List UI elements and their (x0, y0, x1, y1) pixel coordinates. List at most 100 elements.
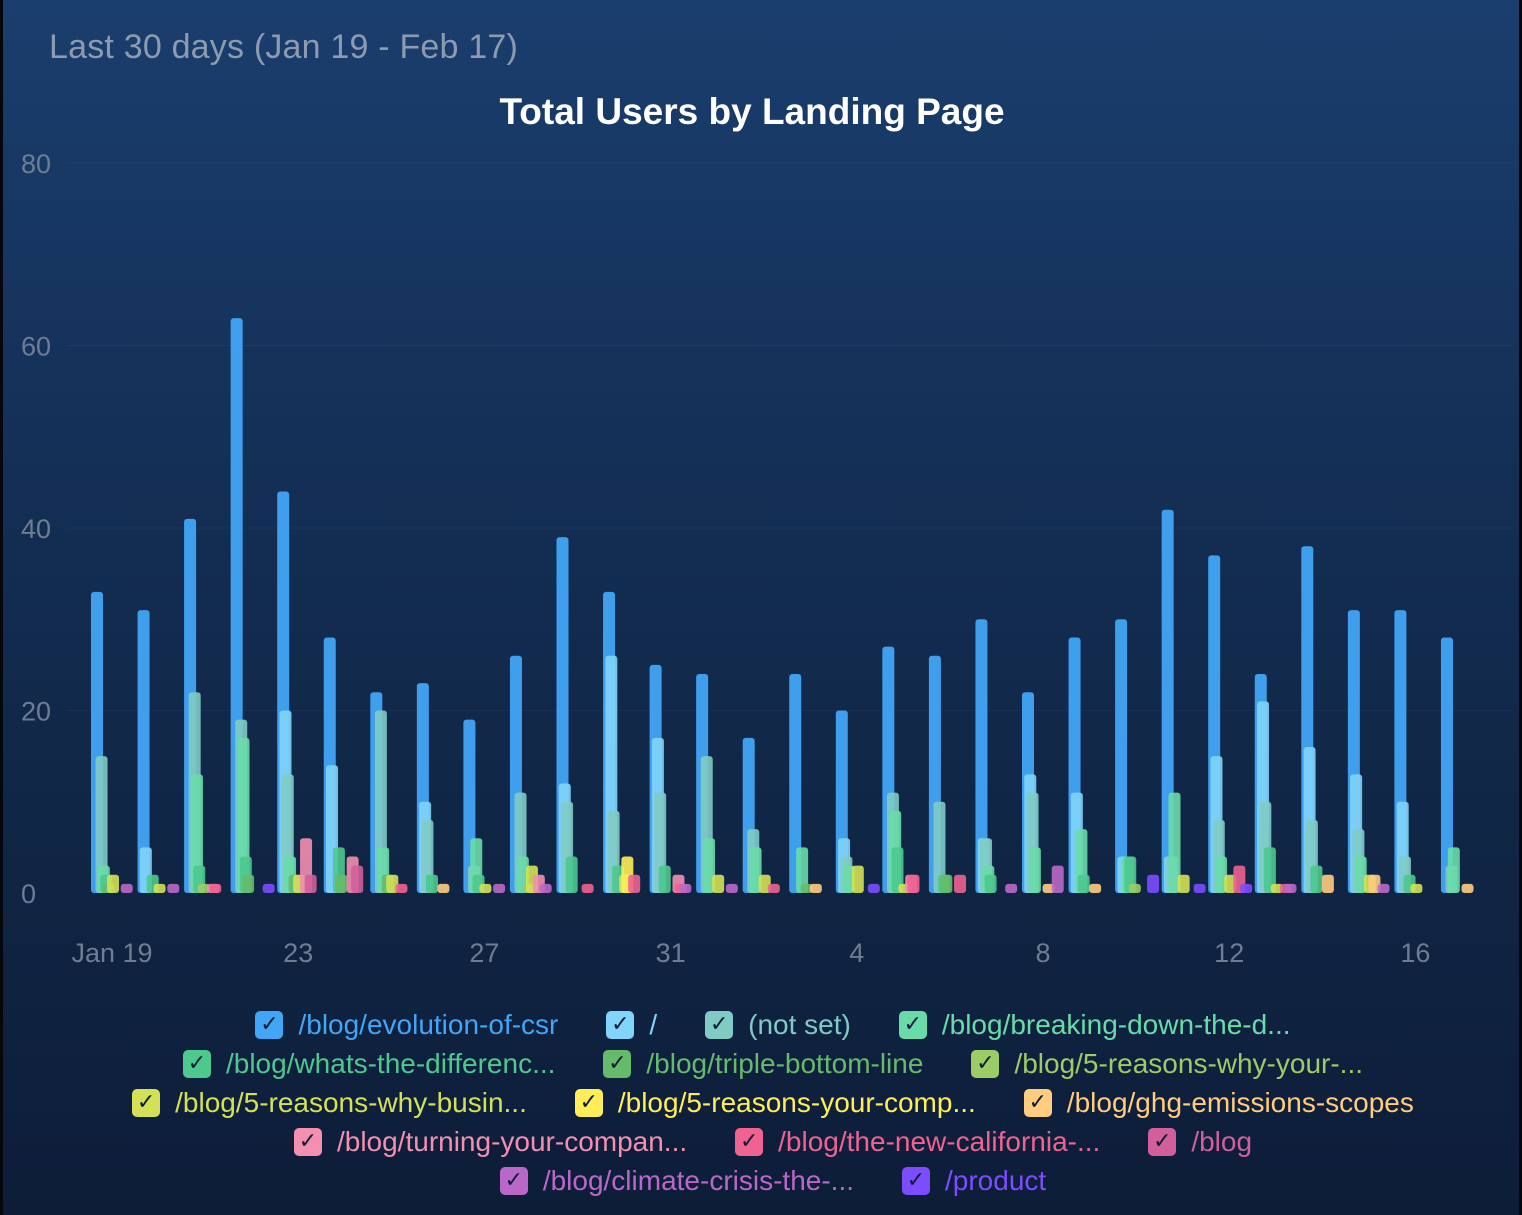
bar-12-jan-21 (209, 883, 222, 893)
legend-item[interactable]: ✓ /blog/breaking-down-the-d... (898, 1006, 1291, 1043)
bar-10-feb-9 (1089, 883, 1102, 893)
legend-label: / (649, 1008, 658, 1040)
legend-checkbox-icon[interactable]: ✓ (603, 1049, 632, 1078)
bar-chart: Total Users by Landing Page 0 20 40 60 80 Jan … (21, 91, 1513, 968)
bar-8-feb-13 (1270, 883, 1283, 893)
legend-checkbox-icon[interactable]: ✓ (898, 1010, 927, 1039)
bar-10-feb-17 (1461, 883, 1474, 893)
legend-checkbox-icon[interactable]: ✓ (182, 1049, 211, 1078)
legend-label: /blog/breaking-down-the-d... (941, 1008, 1291, 1040)
bar-5-jan-29 (565, 856, 578, 893)
legend-label: /blog/climate-crisis-the-... (542, 1164, 854, 1196)
bar-10-feb-8 (1042, 883, 1055, 893)
legend-checkbox-icon[interactable]: ✓ (499, 1166, 528, 1195)
bar-1-jan-20 (137, 610, 150, 893)
bar-1-feb-7 (975, 619, 988, 893)
x-tick-label: 8 (1035, 938, 1050, 968)
bar-15-feb-12 (1240, 883, 1253, 893)
bar-6-feb-3 (800, 883, 813, 893)
bar-8-jan-20 (153, 883, 166, 893)
x-tick-label: 16 (1400, 938, 1430, 968)
legend-checkbox-icon[interactable]: ✓ (606, 1010, 635, 1039)
legend-item[interactable]: ✓ /blog/5-reasons-your-comp... (574, 1084, 976, 1121)
bar-4-jan-28 (516, 856, 529, 893)
bar-8-jan-19 (107, 874, 119, 893)
legend-checkbox-icon[interactable]: ✓ (132, 1088, 161, 1117)
legend-label: /blog/ghg-emissions-scopes (1066, 1086, 1414, 1118)
bar-6-jan-24 (335, 874, 348, 893)
legend-item[interactable]: ✓ /blog/turning-your-compan... (293, 1123, 688, 1160)
bar-15-jan-22 (262, 883, 275, 893)
legend-checkbox-icon[interactable]: ✓ (735, 1127, 764, 1156)
legend-item[interactable]: ✓ /blog/the-new-california-... (735, 1123, 1100, 1160)
bar-5-feb-5 (891, 847, 904, 893)
bar-4-feb-1 (703, 838, 716, 893)
y-tick-label: 60 (21, 332, 51, 362)
bar-8-jan-27 (479, 883, 492, 893)
legend-checkbox-icon[interactable]: ✓ (971, 1049, 1000, 1078)
legend-item[interactable]: ✓ / (606, 1006, 657, 1043)
legend-label: /blog (1191, 1125, 1253, 1157)
legend-checkbox-icon[interactable]: ✓ (705, 1010, 734, 1039)
bar-8-feb-11 (1177, 874, 1190, 893)
legend-checkbox-icon[interactable]: ✓ (255, 1010, 284, 1039)
bar-4-feb-11 (1168, 792, 1181, 893)
bar-14-feb-7 (1005, 883, 1018, 893)
legend-checkbox-icon[interactable]: ✓ (902, 1166, 930, 1195)
legend-item[interactable]: ✓ /blog/triple-bottom-line (603, 1045, 923, 1082)
bar-10-feb-3 (809, 883, 822, 893)
legend-item[interactable]: ✓ /blog/whats-the-differenc... (182, 1045, 555, 1082)
x-tick-label: 23 (283, 938, 313, 968)
bar-5-feb-14 (1310, 865, 1323, 893)
bar-13-jan-24 (351, 865, 364, 893)
y-tick-label: 0 (21, 879, 36, 909)
bar-12-feb-6 (954, 874, 967, 893)
bar-5-jan-26 (425, 874, 438, 893)
bar-15-feb-10 (1147, 874, 1160, 893)
legend-item[interactable]: ✓ /blog/evolution-of-csr (255, 1006, 558, 1043)
bar-4-jan-21 (190, 774, 203, 893)
legend-checkbox-icon[interactable]: ✓ (1148, 1127, 1177, 1156)
bar-4-feb-2 (749, 847, 762, 893)
bar-8-feb-12 (1224, 874, 1237, 893)
legend-row: ✓ /blog/5-reasons-why-busin... ✓ /blog/5-re… (43, 1084, 1503, 1121)
bar-4-feb-8 (1028, 847, 1041, 893)
x-tick-label: 31 (656, 938, 686, 968)
legend-item[interactable]: ✓ /blog/5-reasons-why-your-... (971, 1045, 1363, 1082)
bar-13-jan-23 (304, 874, 317, 893)
y-tick-label: 80 (21, 149, 51, 179)
legend-label: /blog/turning-your-compan... (336, 1125, 688, 1157)
bar-7-jan-21 (197, 883, 210, 893)
bar-10-jan-26 (437, 883, 450, 893)
legend-item[interactable]: ✓ /product (902, 1162, 1046, 1199)
bar-8-feb-2 (758, 874, 771, 893)
legend-label: /blog/triple-bottom-line (646, 1047, 924, 1079)
bar-8-feb-1 (712, 874, 725, 893)
legend-row: ✓ /blog/climate-crisis-the-... ✓ /product (43, 1162, 1503, 1199)
bar-14-feb-15 (1377, 883, 1390, 893)
legend-checkbox-icon[interactable]: ✓ (293, 1127, 322, 1156)
bar-12-feb-5 (907, 874, 920, 893)
x-tick-label: 4 (849, 938, 864, 968)
legend-checkbox-icon[interactable]: ✓ (1023, 1088, 1052, 1117)
legend-label: (not set) (748, 1008, 851, 1040)
legend-item[interactable]: ✓ /blog/5-reasons-why-busin... (132, 1084, 527, 1121)
bar-8-feb-16 (1410, 883, 1423, 893)
legend-item[interactable]: ✓ (not set) (705, 1006, 851, 1043)
bar-4-feb-3 (796, 847, 809, 893)
legend-item[interactable]: ✓ /blog/climate-crisis-the-... (499, 1162, 854, 1199)
legend-row: ✓/blog/evolution-of-csr ✓ / ✓ (not set) ✓/blo… (43, 1006, 1503, 1043)
bar-5-jan-31 (658, 865, 671, 893)
legend-item[interactable]: ✓ /blog/ghg-emissions-scopes (1023, 1084, 1414, 1121)
legend-row: ✓ /blog/whats-the-differenc... ✓ /blog/trip… (43, 1045, 1503, 1082)
bar-3-feb-6 (933, 801, 946, 893)
legend-checkbox-icon[interactable]: ✓ (574, 1088, 603, 1117)
legend-label: /product (945, 1164, 1047, 1196)
bar-4-feb-15 (1354, 856, 1367, 893)
legend-item[interactable]: ✓ /blog (1148, 1123, 1252, 1160)
bar-4-feb-12 (1215, 856, 1228, 893)
bar-14-feb-13 (1284, 883, 1297, 893)
bar-14-jan-19 (120, 883, 133, 893)
bar-3-jan-19 (95, 756, 108, 893)
